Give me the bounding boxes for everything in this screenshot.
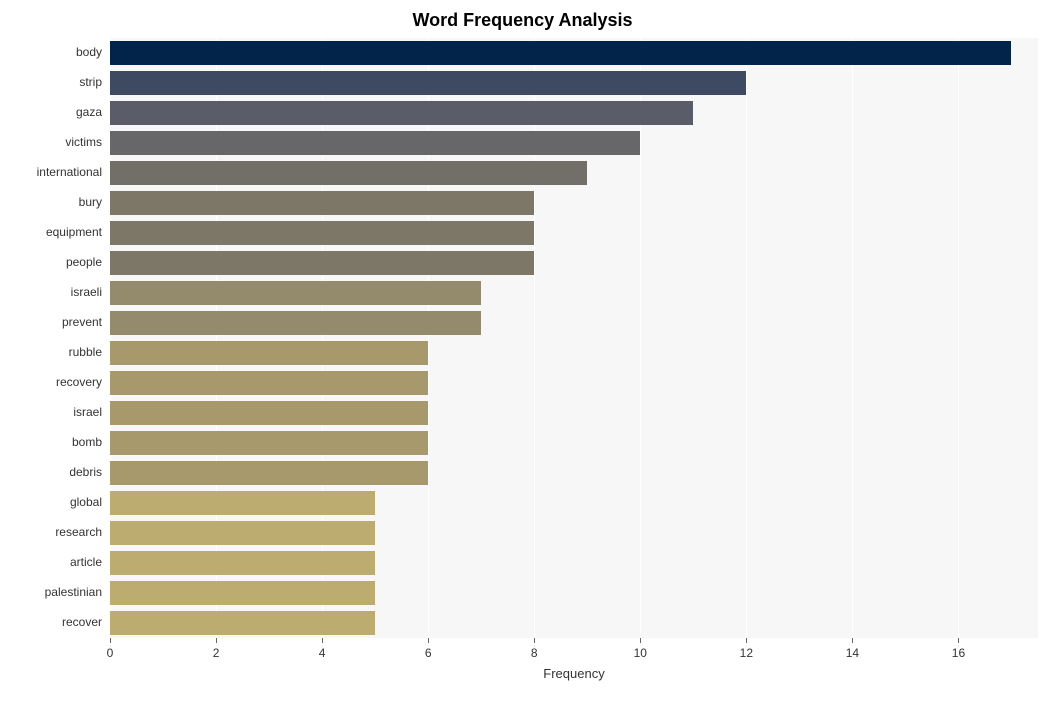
bar	[110, 341, 428, 364]
y-label: debris	[0, 461, 102, 484]
y-label: victims	[0, 131, 102, 154]
bar	[110, 71, 746, 94]
gridline	[640, 38, 641, 638]
bar	[110, 191, 534, 214]
bar	[110, 41, 1011, 64]
y-label: article	[0, 551, 102, 574]
x-tick	[746, 638, 747, 643]
x-tick	[852, 638, 853, 643]
bar	[110, 371, 428, 394]
y-label: international	[0, 161, 102, 184]
y-label: palestinian	[0, 581, 102, 604]
x-tick	[216, 638, 217, 643]
x-tick-label: 4	[302, 646, 342, 660]
bar	[110, 431, 428, 454]
gridline	[852, 38, 853, 638]
x-tick-label: 10	[620, 646, 660, 660]
gridline	[322, 38, 323, 638]
bar	[110, 581, 375, 604]
y-label: israel	[0, 401, 102, 424]
bar	[110, 401, 428, 424]
y-label: global	[0, 491, 102, 514]
y-label: people	[0, 251, 102, 274]
x-tick-label: 8	[514, 646, 554, 660]
gridline	[216, 38, 217, 638]
bar	[110, 521, 375, 544]
x-tick	[534, 638, 535, 643]
y-label: prevent	[0, 311, 102, 334]
y-label: body	[0, 41, 102, 64]
y-label: equipment	[0, 221, 102, 244]
y-label: gaza	[0, 101, 102, 124]
bar	[110, 101, 693, 124]
chart-container: Word Frequency Analysis Frequency 0 2 4 6 8 1…	[0, 0, 1045, 701]
x-tick	[110, 638, 111, 643]
bar	[110, 611, 375, 634]
bar	[110, 161, 587, 184]
x-tick-label: 2	[196, 646, 236, 660]
bar	[110, 491, 375, 514]
x-tick-label: 12	[726, 646, 766, 660]
y-label: bury	[0, 191, 102, 214]
x-tick-label: 16	[938, 646, 978, 660]
gridline	[958, 38, 959, 638]
x-tick	[428, 638, 429, 643]
y-label: strip	[0, 71, 102, 94]
y-label: research	[0, 521, 102, 544]
plot-area	[110, 38, 1038, 638]
y-label: rubble	[0, 341, 102, 364]
bar	[110, 131, 640, 154]
bar	[110, 551, 375, 574]
x-tick	[322, 638, 323, 643]
gridline	[428, 38, 429, 638]
y-label: bomb	[0, 431, 102, 454]
gridline	[110, 38, 111, 638]
bar	[110, 311, 481, 334]
y-label: recovery	[0, 371, 102, 394]
bar	[110, 221, 534, 244]
x-tick-label: 6	[408, 646, 448, 660]
chart-title: Word Frequency Analysis	[0, 10, 1045, 31]
x-axis-label: Frequency	[110, 666, 1038, 681]
gridline	[746, 38, 747, 638]
y-label: israeli	[0, 281, 102, 304]
y-label: recover	[0, 611, 102, 634]
x-tick-label: 0	[90, 646, 130, 660]
gridline	[534, 38, 535, 638]
bar	[110, 281, 481, 304]
x-tick	[958, 638, 959, 643]
bar	[110, 251, 534, 274]
bar	[110, 461, 428, 484]
x-tick	[640, 638, 641, 643]
x-tick-label: 14	[832, 646, 872, 660]
